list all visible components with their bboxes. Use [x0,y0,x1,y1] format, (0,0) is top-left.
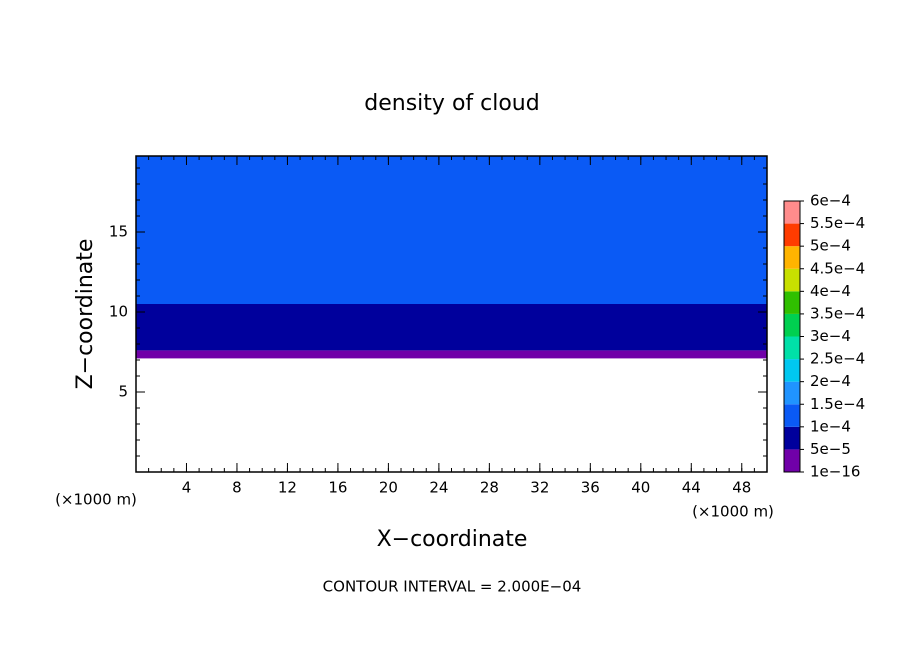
colorbar-swatch [784,404,800,427]
x-tick-label: 40 [631,479,650,497]
x-axis-label: X−coordinate [377,527,528,552]
contour-band [136,350,767,359]
colorbar-swatch [784,381,800,405]
x-tick-label: 4 [182,479,192,497]
x-tick-label: 44 [682,479,701,497]
colorbar-label: 1e−4 [810,417,851,435]
colorbar-swatch [784,223,800,247]
x-tick-label: 36 [581,479,600,497]
colorbar-swatch [784,359,800,382]
colorbar-label: 1e−16 [810,463,860,481]
x-tick-label: 20 [379,479,398,497]
colorbar-label: 2e−4 [810,372,851,390]
colorbar-label: 5.5e−4 [810,214,865,232]
colorbar-swatch [784,201,800,224]
colorbar-label: 5e−5 [810,440,851,458]
x-tick-label: 12 [278,479,297,497]
colorbar-swatch [784,246,800,269]
y-tick-label: 10 [109,303,128,321]
y-tick-label: 5 [118,383,128,401]
annotation: CONTOUR INTERVAL = 2.000E−04 [323,578,582,596]
colorbar-swatch [784,426,800,450]
colorbar-label: 1.5e−4 [810,395,865,413]
contour-band [136,156,767,304]
x-tick-label: 48 [732,479,751,497]
colorbar-swatch [784,291,800,314]
y-tick-label: 15 [109,223,128,241]
colorbar-label: 3e−4 [810,327,851,345]
x-tick-label: 32 [530,479,549,497]
contour-band [136,304,767,351]
colorbar-swatch [784,336,800,360]
colorbar-label: 4e−4 [810,282,851,300]
x-tick-label: 16 [328,479,347,497]
y-axis-label: Z−coordinate [73,239,98,390]
colorbar-label: 2.5e−4 [810,350,865,368]
x-unit: (×1000 m) [692,503,774,521]
colorbar-label: 4.5e−4 [810,259,865,277]
x-tick-label: 28 [480,479,499,497]
colorbar-swatch [784,449,800,472]
x-tick-label: 24 [429,479,448,497]
colorbar-swatch [784,268,800,292]
colorbar-label: 3.5e−4 [810,304,865,322]
colorbar-label: 6e−4 [810,192,851,210]
x-tick-label: 8 [232,479,242,497]
chart-title: density of cloud [364,91,539,116]
colorbar-label: 5e−4 [810,237,851,255]
colorbar-swatch [784,313,800,337]
y-unit: (×1000 m) [55,491,137,509]
